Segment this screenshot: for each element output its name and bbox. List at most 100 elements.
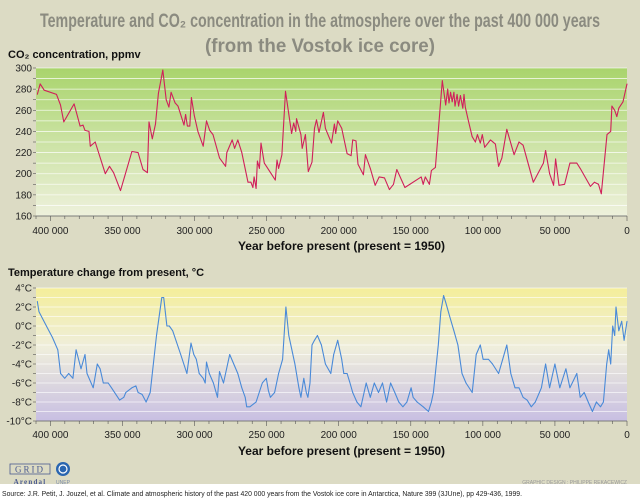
temp-data-point (307, 396, 309, 398)
co2-data-point (151, 138, 153, 140)
co2-data-point (498, 165, 499, 167)
co2-data-point (456, 94, 458, 95)
co2-data-point (481, 134, 483, 136)
co2-data-point (364, 154, 366, 156)
temp-data-point (244, 396, 246, 398)
temp-data-point (45, 325, 47, 327)
co2-y-tick-label: 260 (15, 106, 32, 117)
temp-data-point (52, 337, 53, 338)
co2-data-point (94, 141, 96, 143)
co2-data-point (333, 123, 335, 125)
temp-data-point (249, 406, 251, 408)
temp-data-point (246, 406, 248, 408)
temp-data-point (545, 363, 546, 365)
co2-data-point (43, 89, 45, 91)
temp-data-point (559, 387, 561, 389)
co2-data-point (120, 190, 121, 192)
temp-x-tick-label: 200 000 (321, 430, 358, 441)
co2-data-point (448, 102, 450, 104)
temp-data-point (195, 358, 197, 360)
temp-data-point (475, 354, 477, 355)
co2-data-point (170, 91, 172, 93)
temp-data-point (583, 392, 585, 393)
co2-data-point (384, 177, 385, 179)
temp-data-point (461, 373, 463, 374)
temp-y-tick-label: 0°C (15, 322, 32, 333)
co2-data-point (260, 142, 262, 144)
temp-y-tick-label: -10°C (6, 417, 32, 428)
co2-data-point (479, 142, 481, 144)
temp-data-point (569, 387, 571, 389)
co2-data-point (545, 150, 546, 151)
co2-data-point (255, 188, 257, 189)
temp-data-point (465, 382, 467, 384)
co2-y-tick-label: 240 (15, 127, 32, 138)
temp-data-point (298, 387, 300, 389)
co2-data-point (369, 168, 371, 169)
temp-data-point (156, 335, 157, 336)
co2-x-tick-label: 300 000 (176, 226, 213, 237)
temp-data-point (410, 387, 412, 389)
temp-data-point (190, 342, 192, 344)
co2-data-point (441, 80, 443, 82)
temp-data-point (576, 373, 578, 374)
co2-data-point (60, 104, 61, 106)
co2-y-tick-label: 280 (15, 85, 32, 96)
temp-x-axis-title: Year before present (present = 1950) (238, 444, 445, 458)
co2-data-point (549, 173, 550, 175)
temp-data-point (360, 406, 362, 408)
temp-data-point (337, 339, 339, 341)
temp-data-point (540, 387, 542, 389)
co2-data-point (56, 94, 57, 95)
temp-data-point (430, 401, 432, 403)
temp-data-point (390, 382, 391, 384)
temp-data-point (123, 396, 125, 398)
temp-data-point (68, 373, 70, 374)
temp-data-point (514, 387, 516, 389)
temp-data-point (303, 377, 305, 379)
temp-data-point (530, 406, 532, 408)
temp-data-point (498, 373, 499, 374)
co2-data-point (300, 134, 302, 136)
temp-data-point (341, 358, 343, 360)
co2-data-point (389, 189, 390, 190)
temp-data-point (621, 320, 623, 322)
temp-data-point (522, 396, 524, 398)
design-credit: GRAPHIC DESIGN : PHILIPPE REKACEWICZ (522, 480, 627, 486)
temp-data-point (282, 358, 284, 360)
temp-data-point (111, 387, 112, 389)
co2-data-point (168, 106, 170, 108)
temp-data-point (378, 392, 379, 393)
co2-data-point (276, 159, 278, 161)
temp-data-point (349, 382, 351, 384)
temp-data-point (57, 349, 59, 351)
co2-data-point (420, 176, 422, 178)
co2-data-point (278, 168, 279, 169)
temp-data-point (180, 354, 182, 355)
co2-data-point (316, 119, 317, 121)
co2-data-point (468, 120, 469, 122)
temp-data-point (285, 306, 287, 308)
co2-data-point (174, 102, 176, 104)
co2-data-point (307, 171, 309, 173)
temp-data-point (64, 377, 66, 379)
co2-data-point (202, 145, 204, 147)
temp-data-point (554, 363, 556, 365)
temp-data-point (75, 349, 77, 351)
co2-data-point (257, 160, 258, 162)
temp-x-tick-label: 50 000 (540, 430, 571, 441)
temp-data-point (36, 300, 38, 302)
temp-data-point (314, 339, 315, 341)
co2-data-point (451, 101, 453, 103)
temp-data-point (274, 392, 275, 393)
temp-data-point (453, 330, 455, 332)
co2-data-point (293, 122, 295, 124)
temp-x-tick-label: 0 (624, 430, 630, 441)
temp-data-point (241, 387, 243, 389)
temp-data-point (223, 382, 224, 384)
co2-data-point (522, 144, 524, 146)
temp-data-point (614, 335, 616, 336)
co2-data-point (88, 131, 90, 132)
temp-data-point (217, 396, 218, 398)
